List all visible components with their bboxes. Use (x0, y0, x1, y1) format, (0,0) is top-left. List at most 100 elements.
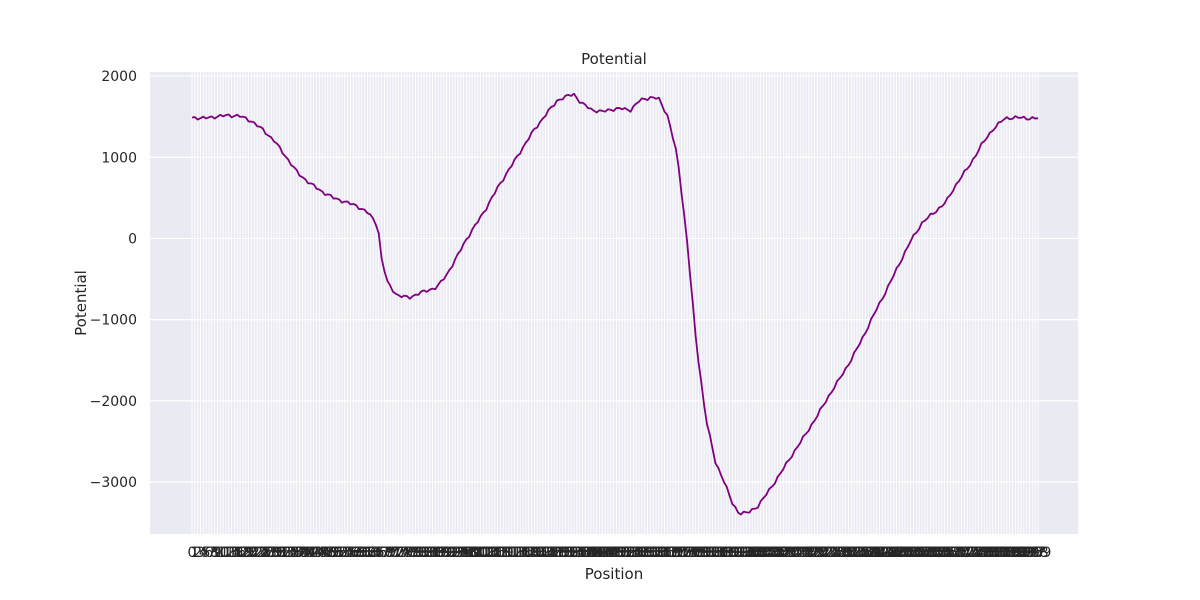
x-tick-label: 86 (426, 545, 444, 561)
x-tick-label: 114 (501, 545, 528, 561)
x-tick-label: 160 (631, 545, 658, 561)
x-tick-label: 3 (196, 545, 205, 561)
y-tick-label: −1000 (90, 313, 137, 329)
x-tick-label: 166 (648, 545, 675, 561)
x-tick-label: 285 (985, 545, 1012, 561)
x-tick-label: 253 (894, 545, 921, 561)
x-tick-label: 66 (370, 545, 388, 561)
x-tick-label: 144 (586, 545, 613, 561)
x-tick-label: 128 (541, 545, 568, 561)
x-tick-label: 292 (1005, 545, 1032, 561)
x-tick-label: 54 (336, 545, 354, 561)
y-axis-label: Potential (72, 270, 90, 336)
x-tick-label: 148 (597, 545, 624, 561)
x-tick-label: 237 (849, 545, 876, 561)
x-tick-label: 79 (407, 545, 425, 561)
x-tick-label: 224 (812, 545, 839, 561)
x-tick-label: 161 (634, 545, 661, 561)
x-tick-label: 165 (645, 545, 672, 561)
x-tick-label: 258 (909, 545, 936, 561)
x-tick-label: 188 (711, 545, 738, 561)
x-tick-label: 162 (637, 545, 664, 561)
x-tick-label: 218 (795, 545, 822, 561)
x-tick-label: 214 (784, 545, 811, 561)
x-tick-label: 225 (815, 545, 842, 561)
x-tick-label: 270 (943, 545, 970, 561)
x-tick-label: 231 (832, 545, 859, 561)
x-tick-label: 235 (844, 545, 871, 561)
x-tick-label: 104 (473, 545, 500, 561)
x-tick-label: 295 (1013, 545, 1040, 561)
x-tick-label: 150 (603, 545, 630, 561)
x-tick-label: 88 (432, 545, 450, 561)
x-tick-label: 176 (677, 545, 704, 561)
x-tick-label: 44 (308, 545, 326, 561)
x-tick-label: 20 (240, 545, 258, 561)
x-tick-label: 146 (592, 545, 619, 561)
x-tick-label: 222 (807, 545, 834, 561)
x-tick-label: 92 (443, 545, 461, 561)
x-tick-label: 137 (566, 545, 593, 561)
x-tick-label: 30 (268, 545, 286, 561)
x-tick-label: 125 (532, 545, 559, 561)
x-tick-label: 251 (889, 545, 916, 561)
x-tick-label: 116 (507, 545, 534, 561)
x-tick-label: 12 (217, 545, 235, 561)
x-tick-label: 47 (316, 545, 334, 561)
x-tick-label: 81 (412, 545, 430, 561)
x-tick-label: 219 (798, 545, 825, 561)
x-tick-label: 106 (479, 545, 506, 561)
x-tick-label: 190 (716, 545, 743, 561)
x-tick-label: 111 (493, 545, 520, 561)
x-tick-label: 299 (1025, 545, 1052, 561)
x-tick-label: 158 (626, 545, 653, 561)
x-tick-label: 262 (920, 545, 947, 561)
x-tick-label: 123 (527, 545, 554, 561)
x-tick-label: 83 (418, 545, 436, 561)
x-tick-label: 287 (991, 545, 1018, 561)
x-tick-label: 279 (968, 545, 995, 561)
x-tick-label: 56 (342, 545, 360, 561)
x-tick-label: 46 (313, 545, 331, 561)
x-tick-label: 206 (761, 545, 788, 561)
x-tick-label: 281 (974, 545, 1001, 561)
x-tick-label: 5 (202, 545, 211, 561)
x-tick-label: 71 (384, 545, 402, 561)
x-tick-label: 75 (395, 545, 413, 561)
x-tick-label: 174 (671, 545, 698, 561)
x-tick-label: 64 (364, 545, 382, 561)
x-tick-label: 19 (237, 545, 255, 561)
x-tick-label: 70 (381, 545, 399, 561)
x-tick-label: 72 (387, 545, 405, 561)
x-tick-label: 163 (640, 545, 667, 561)
x-tick-label: 182 (694, 545, 721, 561)
x-tick-label: 50 (325, 545, 343, 561)
x-tick-label: 213 (781, 545, 808, 561)
x-tick-label: 22 (245, 545, 263, 561)
x-tick-label: 98 (460, 545, 478, 561)
x-tick-label: 280 (971, 545, 998, 561)
x-tick-label: 48 (319, 545, 337, 561)
x-tick-label: 80 (409, 545, 427, 561)
x-tick-label: 51 (327, 545, 345, 561)
x-axis-label: Position (585, 565, 643, 583)
x-tick-label: 112 (496, 545, 523, 561)
x-tick-label: 43 (305, 545, 323, 561)
x-tick-label: 138 (569, 545, 596, 561)
x-tick-label: 247 (878, 545, 905, 561)
x-tick-label: 294 (1010, 545, 1037, 561)
x-tick-label: 264 (926, 545, 953, 561)
x-tick-label: 252 (892, 545, 919, 561)
x-tick-label: 243 (866, 545, 893, 561)
x-tick-label: 38 (291, 545, 309, 561)
x-tick-label: 263 (923, 545, 950, 561)
x-tick-label: 65 (367, 545, 385, 561)
x-tick-label: 204 (756, 545, 783, 561)
x-tick-label: 90 (438, 545, 456, 561)
x-tick-label: 26 (257, 545, 275, 561)
x-tick-label: 143 (583, 545, 610, 561)
x-tick-label: 14 (223, 545, 241, 561)
x-tick-label: 274 (954, 545, 981, 561)
x-tick-label: 53 (333, 545, 351, 561)
x-tick-label: 119 (515, 545, 542, 561)
